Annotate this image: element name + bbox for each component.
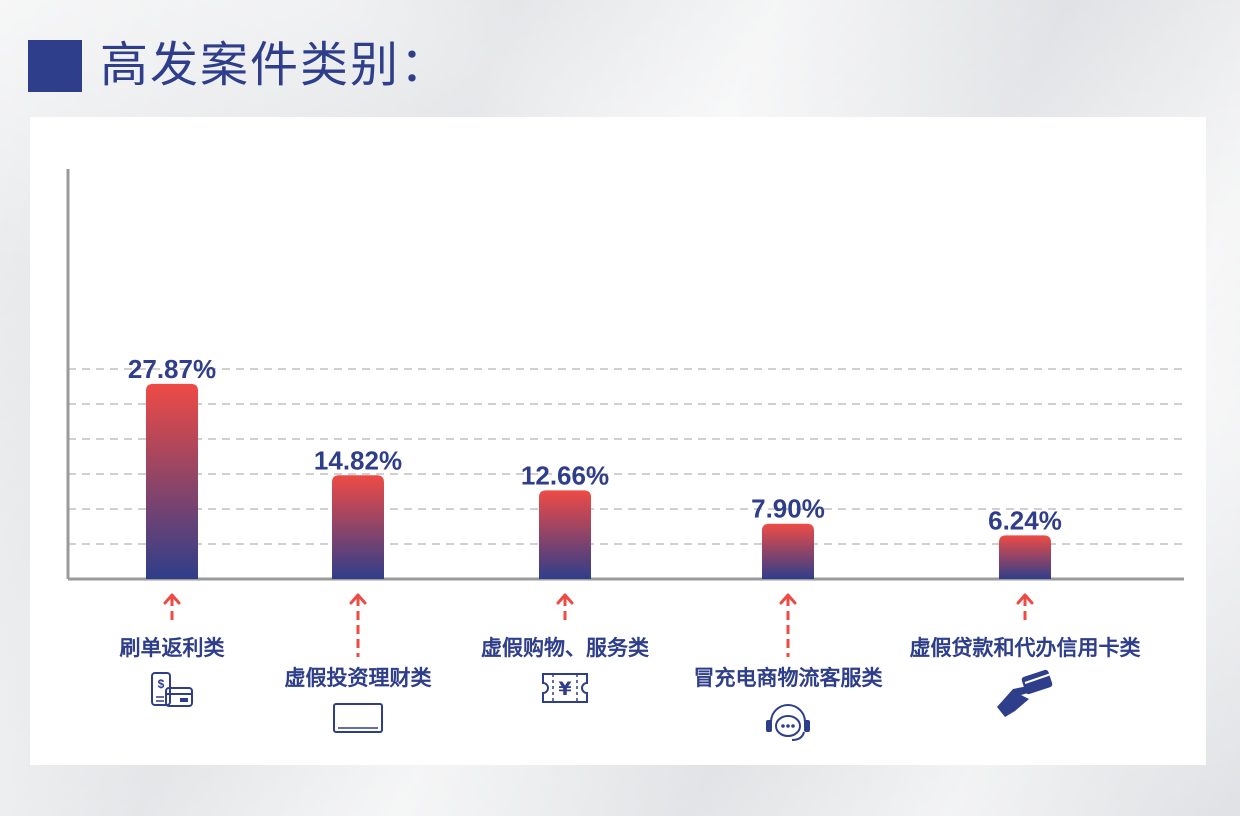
arrow-up-icon bbox=[163, 593, 181, 605]
arrow-up-icon bbox=[1016, 593, 1034, 605]
arrow-up-icon bbox=[349, 593, 367, 605]
bar-chart: 27.87% 刷单返利类 14.82% 虚假投资理财类 12.66% 虚假购物、服务类 7.… bbox=[66, 169, 1184, 741]
svg-text:$: $ bbox=[158, 677, 165, 691]
value-label: 7.90% bbox=[751, 494, 825, 524]
bar bbox=[999, 535, 1051, 579]
category-label: 虚假贷款和代办信用卡类 bbox=[910, 636, 1142, 660]
monitor-icon bbox=[333, 703, 383, 733]
svg-text:¥: ¥ bbox=[558, 678, 571, 700]
payment-card-icon: $ bbox=[151, 672, 193, 707]
category-label: 刷单返利类 bbox=[120, 636, 226, 660]
arrow-up-icon bbox=[779, 593, 797, 605]
value-label: 6.24% bbox=[988, 505, 1062, 535]
value-label: 12.66% bbox=[521, 460, 609, 490]
bar bbox=[762, 523, 814, 579]
chart-panel: 27.87% 刷单返利类 14.82% 虚假投资理财类 12.66% 虚假购物、服务类 7.… bbox=[30, 117, 1206, 765]
category-label: 冒充电商物流客服类 bbox=[694, 666, 884, 690]
category-label: 虚假投资理财类 bbox=[285, 666, 433, 690]
customer-service-headset-icon bbox=[766, 704, 810, 741]
value-label: 14.82% bbox=[314, 445, 402, 475]
arrow-up-icon bbox=[556, 593, 574, 605]
bar bbox=[539, 490, 591, 579]
title-marker-square bbox=[28, 40, 82, 92]
category-label: 虚假购物、服务类 bbox=[481, 636, 650, 660]
bar bbox=[146, 383, 198, 579]
bar bbox=[332, 475, 384, 579]
value-label: 27.87% bbox=[128, 354, 216, 384]
page-title: 高发案件类别： bbox=[100, 37, 451, 93]
coupon-yen-icon: ¥ bbox=[542, 673, 588, 703]
hand-credit-card-icon bbox=[997, 669, 1053, 717]
